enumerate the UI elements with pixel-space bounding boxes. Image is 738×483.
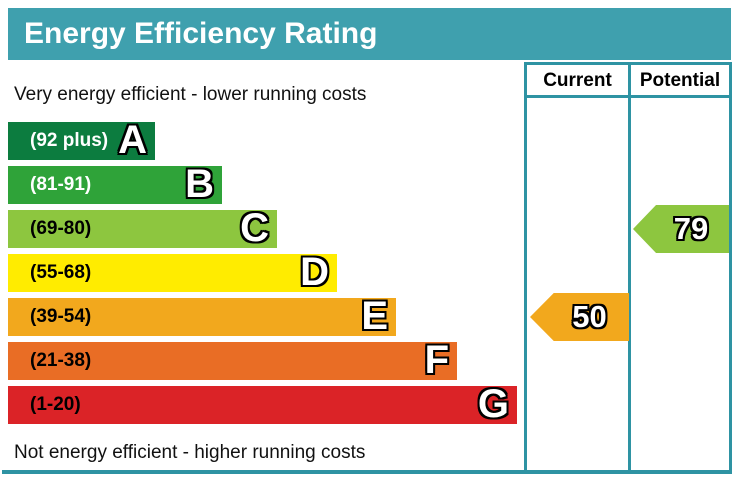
band-letter: E	[361, 293, 388, 338]
rating-band-bar: (21-38) F	[8, 337, 457, 382]
rating-band-bar: (81-91) B	[8, 161, 222, 206]
potential-column-header: Potential	[639, 70, 721, 91]
column-divider	[628, 65, 631, 471]
current-column-header: Current	[543, 70, 612, 91]
band-letter: G	[477, 381, 509, 426]
band-letter: B	[185, 161, 214, 206]
rating-band-bar: (92 plus) A	[8, 117, 155, 162]
current-rating-value: 50	[572, 299, 607, 334]
band-letter: D	[300, 249, 329, 294]
band-range-label: (92 plus)	[30, 130, 109, 151]
band-letter: F	[424, 337, 449, 382]
band-range-label: (39-54)	[30, 306, 92, 327]
rating-band-bar: (1-20) G	[8, 381, 517, 426]
current-rating-arrow: 50	[530, 293, 629, 341]
top-note: Very energy efficient - lower running co…	[14, 84, 367, 105]
band-range-label: (55-68)	[30, 262, 92, 283]
title-bar: Energy Efficiency Rating	[8, 8, 731, 60]
bottom-border-line	[2, 470, 732, 474]
band-letter: C	[240, 205, 269, 250]
band-letter: A	[118, 117, 147, 162]
potential-rating-arrow: 79	[633, 205, 729, 253]
rating-band-bar: (55-68) D	[8, 249, 337, 294]
band-range-label: (1-20)	[30, 394, 81, 415]
rating-band-bar: (69-80) C	[8, 205, 277, 250]
band-range-label: (81-91)	[30, 174, 92, 195]
bottom-note: Not energy efficient - higher running co…	[14, 442, 366, 463]
rating-band-bar: (39-54) E	[8, 293, 396, 338]
rating-table-frame: Current Potential	[524, 62, 732, 474]
band-range-label: (21-38)	[30, 350, 92, 371]
potential-rating-value: 79	[673, 211, 709, 246]
page-title: Energy Efficiency Rating	[24, 17, 378, 50]
band-range-label: (69-80)	[30, 218, 92, 239]
